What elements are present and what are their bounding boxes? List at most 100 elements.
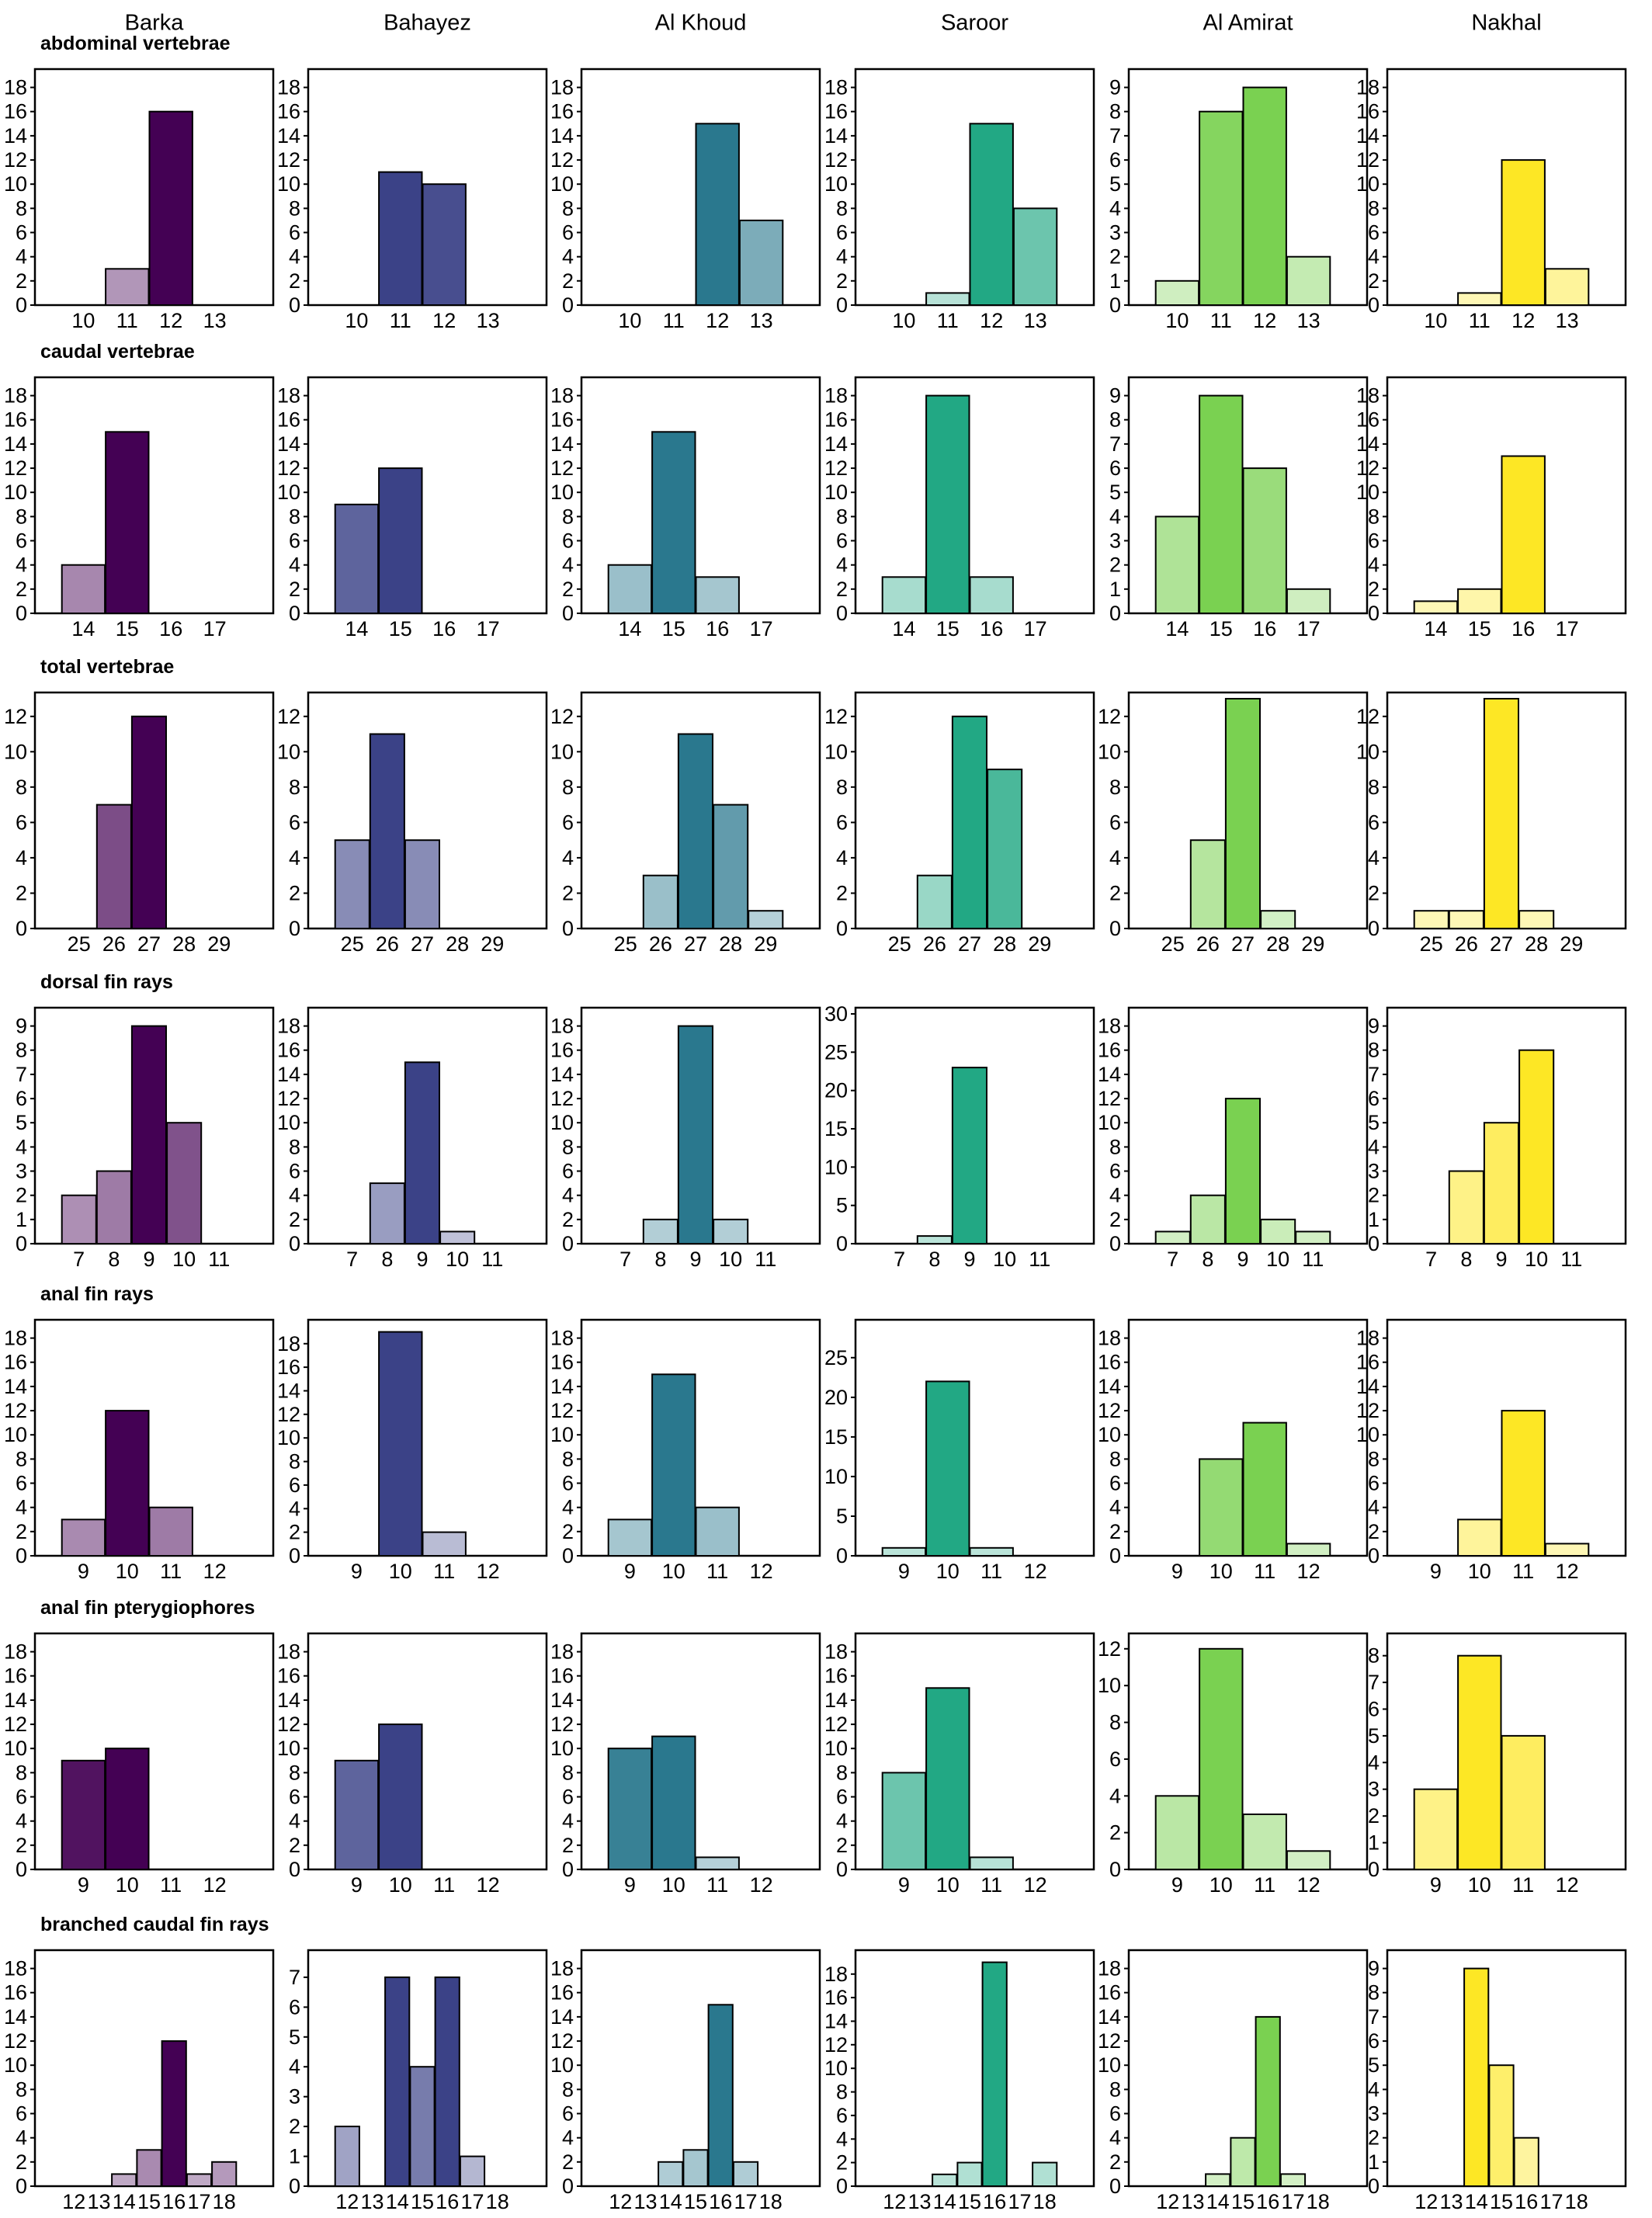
- y-tick-label: 1: [1109, 578, 1121, 601]
- x-tick-label: 12: [1511, 309, 1535, 332]
- row-title-dorsal-fin-rays: dorsal fin rays: [40, 971, 173, 993]
- column-title-al-khoud: Al Khoud: [655, 11, 747, 36]
- bar-10: [1457, 1654, 1502, 1870]
- y-tick-label: 8: [562, 505, 574, 528]
- y-tick-label: 0: [562, 293, 574, 317]
- x-tick-label: 13: [1297, 309, 1321, 332]
- y-tick-label: 2: [562, 1834, 574, 1857]
- bar-15: [1199, 394, 1244, 614]
- y-tick-label: 6: [1109, 1160, 1121, 1183]
- y-tick-label: 12: [4, 705, 27, 728]
- y-tick-label: 8: [289, 505, 300, 528]
- y-tick-label: 4: [16, 1135, 27, 1158]
- x-tick-label: 16: [709, 2190, 732, 2213]
- bar-11: [969, 1546, 1014, 1557]
- y-tick-label: 4: [836, 2127, 848, 2150]
- y-tick-label: 18: [550, 1957, 574, 1980]
- y-tick-label: 14: [824, 1689, 848, 1712]
- bar-15: [1488, 2064, 1515, 2187]
- y-tick-label: 3: [1368, 1160, 1380, 1183]
- y-tick-label: 16: [824, 1986, 848, 2009]
- y-tick-label: 0: [16, 602, 27, 625]
- x-tick-label: 7: [73, 1248, 85, 1271]
- y-tick-label: 6: [1109, 148, 1121, 172]
- y-tick-label: 12: [1356, 705, 1380, 728]
- x-tick-label: 26: [1455, 932, 1478, 956]
- bar-18: [211, 2161, 238, 2188]
- y-tick-label: 12: [4, 148, 27, 172]
- bar-9: [130, 1025, 167, 1244]
- bar-26: [95, 804, 132, 929]
- bar-14: [111, 2173, 137, 2187]
- y-tick-label: 2: [289, 882, 300, 905]
- y-tick-label: 6: [836, 1786, 848, 1809]
- y-tick-label: 6: [1368, 1472, 1380, 1495]
- x-tick-label: 14: [659, 2190, 682, 2213]
- x-tick-label: 11: [706, 1560, 728, 1583]
- y-tick-label: 12: [1098, 1087, 1121, 1110]
- y-tick-label: 2: [1109, 1520, 1121, 1543]
- x-tick-label: 9: [624, 1873, 636, 1897]
- x-tick-label: 9: [898, 1560, 910, 1583]
- bar-11: [1501, 1410, 1546, 1557]
- bar-14: [334, 503, 380, 614]
- y-tick-label: 4: [562, 846, 574, 869]
- y-tick-label: 16: [277, 1355, 300, 1379]
- y-tick-label: 10: [1098, 1674, 1121, 1697]
- x-tick-label: 15: [1490, 2190, 1513, 2213]
- y-tick-label: 7: [289, 1966, 300, 1989]
- y-tick-label: 10: [1356, 740, 1380, 763]
- x-tick-label: 14: [345, 617, 368, 640]
- x-tick-label: 25: [888, 932, 911, 956]
- y-tick-label: 18: [1098, 1957, 1121, 1980]
- x-tick-label: 15: [936, 617, 960, 640]
- y-tick-label: 8: [1109, 1711, 1121, 1734]
- y-tick-label: 10: [824, 1155, 848, 1178]
- bar-17: [459, 2155, 486, 2188]
- x-tick-label: 26: [102, 932, 126, 956]
- bar-16: [981, 1961, 1008, 2188]
- y-tick-label: 6: [16, 221, 27, 245]
- x-tick-label: 12: [883, 2190, 906, 2213]
- y-tick-label: 14: [824, 432, 848, 456]
- y-tick-label: 6: [289, 221, 300, 245]
- y-tick-label: 4: [1109, 1184, 1121, 1207]
- y-tick-label: 2: [16, 1184, 27, 1207]
- x-tick-label: 11: [980, 1873, 1002, 1897]
- x-tick-label: 27: [958, 932, 981, 956]
- x-tick-label: 13: [633, 2190, 657, 2213]
- x-tick-label: 17: [187, 2190, 210, 2213]
- x-tick-label: 11: [160, 1560, 182, 1583]
- panel-anal-fin-rays-saroor: 0 5 10 15 20 25 9 10 11 12: [824, 1318, 1095, 1583]
- y-tick-label: 10: [1356, 481, 1380, 504]
- x-tick-label: 7: [1425, 1248, 1437, 1271]
- y-tick-label: 18: [277, 384, 300, 408]
- y-tick-label: 10: [4, 481, 27, 504]
- bar-15: [1457, 588, 1502, 614]
- y-tick-label: 12: [1098, 1399, 1121, 1422]
- y-tick-label: 10: [824, 1737, 848, 1760]
- bar-16: [707, 2004, 734, 2188]
- x-tick-label: 13: [1181, 2190, 1204, 2213]
- x-tick-label: 16: [706, 617, 729, 640]
- y-tick-label: 0: [1368, 1232, 1380, 1255]
- bar-11: [1457, 292, 1502, 306]
- y-tick-label: 10: [4, 740, 27, 763]
- bar-15: [409, 2066, 436, 2187]
- bar-9: [61, 1519, 106, 1557]
- x-tick-label: 13: [908, 2190, 931, 2213]
- y-tick-label: 10: [824, 172, 848, 196]
- x-tick-label: 9: [143, 1248, 154, 1271]
- y-tick-label: 0: [562, 917, 574, 940]
- y-tick-label: 0: [289, 917, 300, 940]
- x-tick-label: 11: [160, 1873, 182, 1897]
- y-tick-label: 4: [562, 2126, 574, 2150]
- y-tick-label: 14: [277, 1063, 300, 1086]
- y-tick-label: 18: [1356, 76, 1380, 99]
- y-tick-label: 12: [550, 456, 574, 480]
